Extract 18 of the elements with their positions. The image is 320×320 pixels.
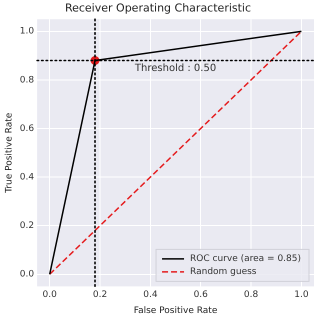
x-tick-label: 0.2: [92, 290, 108, 300]
annotation: Threshold : 0.50: [134, 63, 216, 74]
y-tick-label: 0.8: [20, 75, 34, 86]
x-tick-label: 0.6: [194, 290, 208, 300]
x-tick-label: 0.0: [42, 290, 58, 300]
y-tick-label: 0.6: [20, 124, 34, 134]
y-tick-label: 1.0: [20, 26, 34, 37]
y-axis-title: True Positive Rate: [4, 112, 15, 194]
legend-label: Random guess: [190, 267, 257, 278]
legend-label: ROC curve (area = 0.85): [190, 254, 301, 264]
x-axis-title: False Positive Rate: [134, 306, 218, 316]
x-tick-label: 0.8: [244, 290, 258, 300]
x-tick-label: 1.0: [294, 290, 309, 300]
y-tick-label: 0.2: [20, 221, 34, 232]
chart-title: Receiver Operating Characteristic: [64, 1, 252, 14]
y-tick-label: 0.4: [20, 172, 34, 182]
y-tick-label: 0.0: [20, 270, 34, 280]
x-tick-label: 0.4: [143, 290, 158, 300]
